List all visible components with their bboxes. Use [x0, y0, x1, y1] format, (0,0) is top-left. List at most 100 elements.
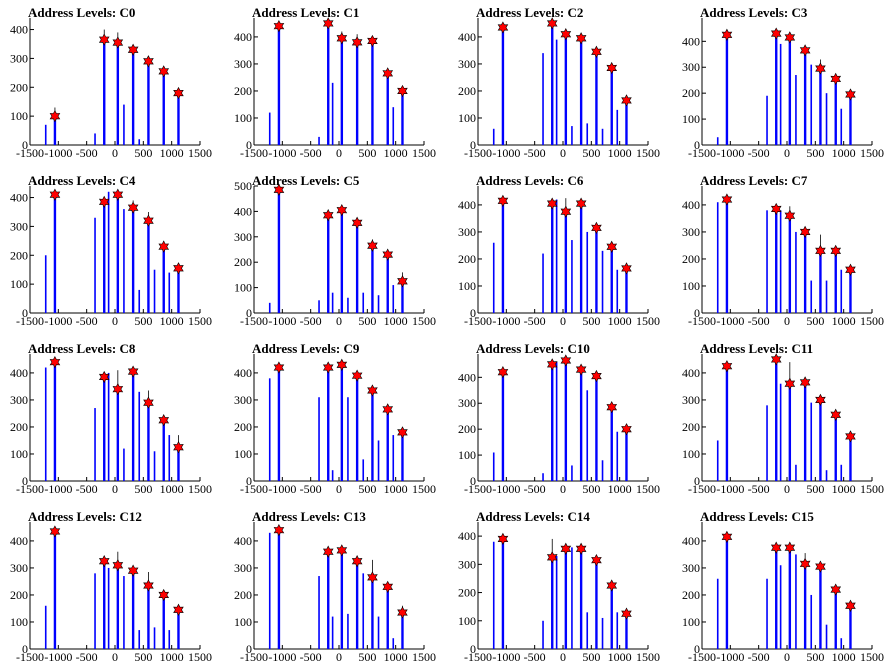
peak-marker — [397, 426, 408, 439]
peak-marker — [815, 560, 826, 573]
y-tick-label: 0 — [694, 306, 700, 320]
y-tick-label: 400 — [234, 30, 252, 44]
x-tick-label: -1000 — [716, 146, 744, 160]
bar — [601, 617, 604, 649]
chart-title: Address Levels: C6 — [476, 173, 584, 188]
peak-marker — [143, 214, 154, 227]
x-tick-label: 1000 — [832, 650, 856, 664]
bar — [840, 464, 843, 481]
peak-marker — [621, 423, 632, 436]
y-tick-label: 0 — [470, 306, 476, 320]
bar — [268, 532, 271, 649]
chart-svg: 0 100 200 300 400 500 -1500 -1000 -500 0 500 1000 15… — [234, 179, 436, 328]
peak-marker — [560, 542, 572, 555]
y-tick-label: 500 — [234, 179, 252, 193]
x-tick-label: 500 — [358, 314, 376, 328]
bar — [795, 464, 797, 481]
x-tick-label: -500 — [76, 314, 98, 328]
peak-marker — [397, 84, 408, 98]
x-tick-label: 500 — [358, 146, 376, 160]
bar — [579, 548, 583, 649]
x-tick-label: 1500 — [860, 314, 884, 328]
chart-title: Address Levels: C2 — [476, 5, 584, 20]
bar — [849, 94, 852, 145]
chart-title: Address Levels: C14 — [476, 509, 590, 524]
y-tick-label: 200 — [234, 420, 252, 434]
chart-title: Address Levels: C3 — [700, 5, 808, 20]
y-tick-label: 0 — [246, 474, 252, 488]
x-tick-label: 0 — [784, 314, 790, 328]
y-tick-label: 300 — [10, 51, 28, 65]
bar — [386, 409, 389, 481]
x-tick-label: -500 — [524, 314, 546, 328]
x-tick-label: 500 — [582, 650, 600, 664]
x-tick-label: -1000 — [492, 314, 520, 328]
y-tick-label: 0 — [22, 642, 28, 656]
peak-marker — [784, 541, 796, 554]
peak-marker — [173, 603, 184, 616]
peak-marker — [591, 553, 602, 567]
bar — [834, 589, 837, 649]
peak-marker — [158, 588, 170, 602]
bar — [168, 630, 171, 649]
x-tick-label: -1500 — [240, 146, 268, 160]
peak-marker — [575, 197, 587, 210]
peak-marker — [98, 370, 110, 384]
peak-marker — [845, 263, 856, 276]
x-tick-label: -1000 — [268, 482, 296, 496]
peak-marker — [770, 353, 782, 366]
peak-marker — [351, 216, 363, 229]
peak-marker — [273, 183, 285, 196]
x-tick-label: -1500 — [240, 314, 268, 328]
bar — [177, 93, 180, 145]
y-tick-label: 400 — [682, 366, 700, 380]
y-tick-label: 300 — [10, 393, 28, 407]
chart-panel: Address Levels: C12 0 100 200 300 400 -1500 -10… — [0, 504, 224, 672]
y-tick-label: 200 — [234, 255, 252, 269]
bar — [810, 402, 813, 481]
peak-marker — [721, 28, 733, 41]
bar — [331, 470, 334, 481]
bar — [725, 199, 729, 313]
chart-title: Address Levels: C10 — [476, 341, 590, 356]
bar — [107, 191, 110, 313]
bar — [586, 123, 589, 145]
y-tick-label: 300 — [10, 561, 28, 575]
x-tick-label: 500 — [134, 482, 152, 496]
x-tick-label: -1500 — [16, 314, 44, 328]
y-tick-label: 200 — [10, 588, 28, 602]
peak-marker — [815, 393, 826, 407]
chart-panel: Address Levels: C10 0 100 200 300 400 -1500 -10… — [448, 336, 672, 504]
bar — [834, 78, 837, 145]
peak-marker — [575, 542, 587, 555]
peak-marker — [322, 209, 334, 222]
y-tick-label: 100 — [10, 277, 28, 291]
bar — [586, 231, 589, 313]
y-tick-label: 100 — [10, 109, 28, 123]
x-tick-label: 500 — [134, 146, 152, 160]
chart-svg: 0 100 200 300 400 -1500 -1000 -500 0 500 1000 1500 — [458, 17, 660, 160]
peak-marker — [397, 275, 408, 288]
peak-marker — [336, 203, 348, 217]
peak-marker — [799, 225, 811, 239]
bar — [103, 561, 106, 649]
y-tick-label: 100 — [458, 614, 476, 628]
x-tick-label: -500 — [300, 650, 322, 664]
x-tick-label: 500 — [134, 314, 152, 328]
x-tick-label: -1500 — [688, 650, 716, 664]
bar — [819, 68, 822, 145]
bar — [131, 570, 135, 649]
peak-marker — [830, 72, 842, 86]
bar — [819, 399, 822, 481]
peak-marker — [546, 551, 558, 564]
x-tick-label: 0 — [336, 650, 342, 664]
bar — [803, 382, 807, 481]
bar — [625, 100, 628, 145]
bar — [392, 107, 395, 145]
bar — [131, 49, 135, 145]
peak-marker — [606, 400, 618, 414]
peak-marker — [382, 403, 394, 416]
bar — [625, 613, 628, 649]
x-tick-label: -1000 — [268, 146, 296, 160]
peak-marker — [49, 188, 61, 201]
